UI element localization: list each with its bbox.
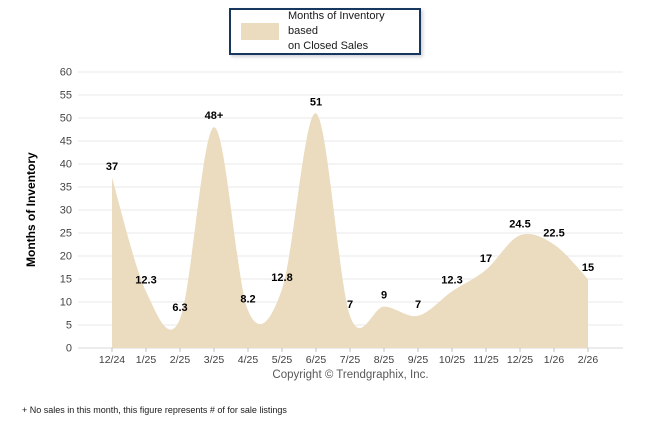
area-series <box>112 113 588 348</box>
data-point-label: 12.3 <box>135 274 156 286</box>
y-axis-tick-label: 20 <box>60 251 72 263</box>
y-axis-title: Months of Inventory <box>24 152 38 268</box>
data-point-label: 51 <box>310 96 322 108</box>
y-axis-tick-label: 10 <box>60 297 72 309</box>
data-point-label: 15 <box>582 262 594 274</box>
y-axis-tick-label: 35 <box>60 182 72 194</box>
x-axis-category-label: 2/26 <box>578 354 599 366</box>
x-axis-category-label: 1/25 <box>136 354 157 366</box>
x-axis-category-label: 7/25 <box>340 354 361 366</box>
x-axis-category-label: 10/25 <box>439 354 465 366</box>
x-axis-category-label: 9/25 <box>408 354 429 366</box>
x-axis-category-label: 4/25 <box>238 354 259 366</box>
x-axis-category-label: 12/24 <box>99 354 125 366</box>
y-axis-tick-label: 45 <box>60 136 72 148</box>
y-axis-tick-label: 40 <box>60 159 72 171</box>
copyright-text: Copyright © Trendgraphix, Inc. <box>272 369 429 381</box>
legend-label: Months of Inventory based on Closed Sale… <box>288 9 411 54</box>
x-axis-category-label: 2/25 <box>170 354 191 366</box>
data-point-label: 7 <box>347 299 353 311</box>
y-axis-tick-label: 60 <box>60 67 72 79</box>
data-point-label: 17 <box>480 253 492 265</box>
data-point-label: 7 <box>415 299 421 311</box>
data-point-label: 48+ <box>205 110 224 122</box>
x-axis-category-label: 1/26 <box>544 354 565 366</box>
x-axis-category-label: 11/25 <box>473 354 499 366</box>
y-axis-tick-label: 50 <box>60 113 72 125</box>
x-axis-category-label: 3/25 <box>204 354 225 366</box>
y-axis-tick-label: 55 <box>60 90 72 102</box>
data-point-label: 9 <box>381 290 387 302</box>
y-axis-tick-label: 5 <box>66 320 72 332</box>
data-point-label: 24.5 <box>509 218 530 230</box>
data-point-label: 6.3 <box>172 302 187 314</box>
y-axis-tick-label: 15 <box>60 274 72 286</box>
x-axis-category-label: 8/25 <box>374 354 395 366</box>
data-point-label: 12.3 <box>441 274 462 286</box>
x-axis-category-label: 12/25 <box>507 354 533 366</box>
y-axis-tick-label: 25 <box>60 228 72 240</box>
data-point-label: 22.5 <box>543 228 564 240</box>
data-point-label: 37 <box>106 161 118 173</box>
y-axis-tick-label: 30 <box>60 205 72 217</box>
y-axis-tick-label: 0 <box>66 343 72 355</box>
x-axis-category-label: 5/25 <box>272 354 293 366</box>
data-point-label: 8.2 <box>240 293 255 305</box>
x-axis-category-label: 6/25 <box>306 354 327 366</box>
legend-swatch-icon <box>241 23 279 40</box>
data-point-label: 12.8 <box>271 272 292 284</box>
legend: Months of Inventory based on Closed Sale… <box>229 8 421 55</box>
legend-label-line2: on Closed Sales <box>288 39 369 52</box>
footnote-text: + No sales in this month, this figure re… <box>22 405 287 415</box>
legend-label-line1: Months of Inventory based <box>288 10 385 38</box>
